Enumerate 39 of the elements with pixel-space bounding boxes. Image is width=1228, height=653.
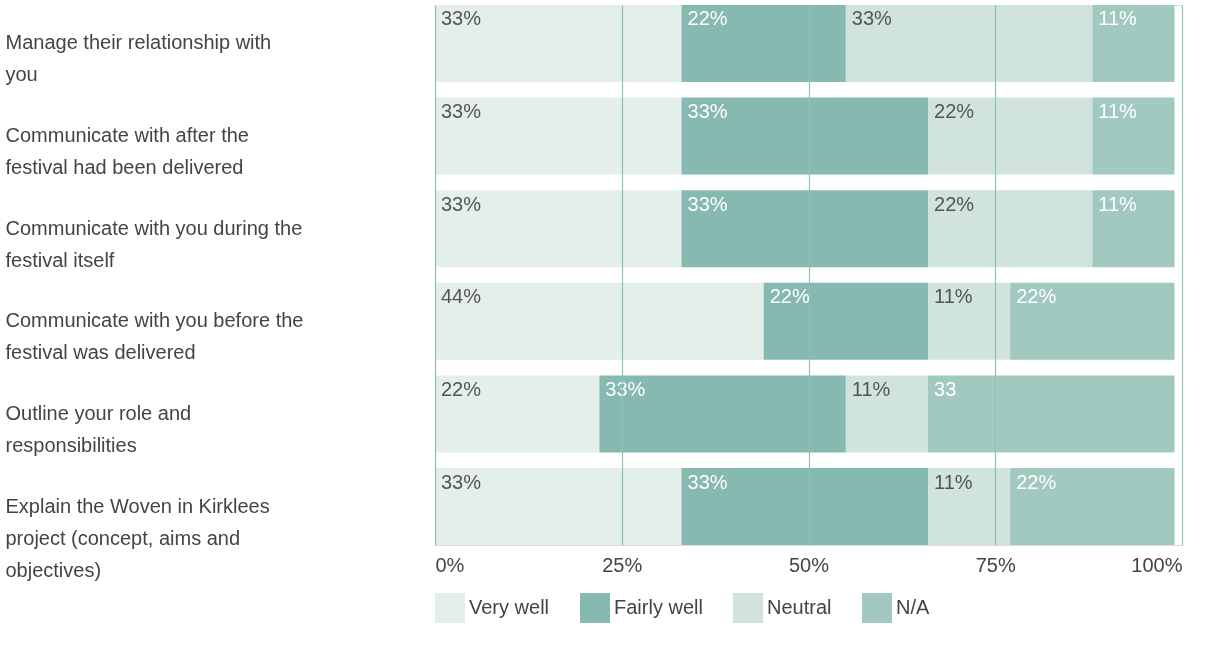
x-tick-label: 50% — [788, 553, 830, 576]
data-label: 33% — [441, 192, 482, 215]
x-tick-label: 75% — [975, 553, 1016, 576]
data-label: 22% — [441, 377, 482, 400]
data-label: 33% — [441, 7, 482, 30]
data-label: 11% — [1098, 192, 1138, 215]
data-label: 11% — [1098, 100, 1138, 123]
x-tick-label: 100% — [1131, 553, 1183, 576]
data-label: 11% — [934, 470, 973, 493]
legend-label: Neutral — [767, 596, 832, 618]
data-label: 33 — [934, 377, 957, 400]
x-tick-label: 0% — [435, 553, 465, 576]
data-label: 22% — [1016, 285, 1057, 308]
data-label: 33% — [687, 100, 728, 123]
data-label: 33% — [441, 470, 482, 493]
data-label: 22% — [934, 192, 975, 215]
data-label: 33% — [687, 470, 728, 493]
y-tick-label: Communicate with after the festival had been delivered — [5, 124, 249, 179]
data-label: 11% — [851, 377, 891, 400]
legend-label: Very well — [469, 596, 550, 618]
data-label: 33% — [687, 192, 728, 215]
y-tick-label: Outline your role and responsibilities — [5, 401, 192, 456]
data-label: 22% — [1016, 470, 1057, 493]
data-label: 22% — [687, 7, 728, 30]
legend-label: Fairly well — [614, 596, 703, 618]
y-tick-label: Manage their relationship with you — [5, 31, 272, 86]
x-tick-label: 25% — [602, 553, 643, 576]
legend-label: N/A — [896, 596, 930, 618]
data-label: 22% — [769, 285, 810, 308]
data-label: 11% — [934, 285, 973, 308]
y-tick-label: Explain the Woven in Kirklees project (concept, aims and objectives) — [5, 494, 270, 581]
y-tick-label: Communicate with you during the festival itself — [5, 216, 303, 271]
y-tick-label: Communicate with you before the festival was delivered — [5, 309, 304, 364]
data-label: 44% — [441, 285, 482, 308]
data-label: 33% — [851, 7, 893, 30]
data-label: 11% — [1098, 7, 1138, 30]
data-label: 22% — [934, 100, 975, 123]
data-label: 33% — [605, 377, 646, 400]
data-label: 33% — [441, 100, 482, 123]
